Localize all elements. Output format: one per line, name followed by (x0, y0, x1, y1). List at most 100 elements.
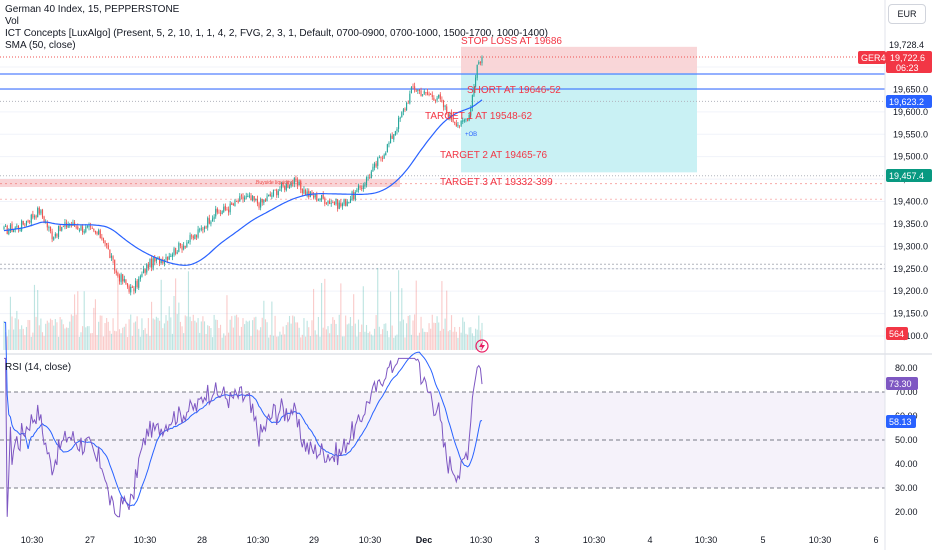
candle[interactable] (14, 227, 16, 230)
candle[interactable] (25, 220, 28, 226)
candle[interactable] (168, 256, 170, 260)
candle[interactable] (441, 99, 443, 101)
candle[interactable] (269, 193, 271, 197)
candle[interactable] (330, 203, 332, 204)
candle[interactable] (38, 207, 40, 214)
candle[interactable] (329, 200, 331, 204)
candle[interactable] (446, 106, 448, 113)
candle[interactable] (276, 189, 278, 196)
candle[interactable] (179, 243, 182, 246)
candle[interactable] (428, 93, 430, 95)
candle[interactable] (433, 97, 435, 101)
candle[interactable] (349, 199, 352, 203)
indicator-title[interactable]: ICT Concepts [LuxAlgo] (Present, 5, 2, 1… (5, 28, 548, 39)
candle[interactable] (372, 166, 374, 172)
candle[interactable] (27, 220, 29, 222)
candle[interactable] (17, 225, 19, 230)
candle[interactable] (181, 245, 183, 250)
candle[interactable] (357, 185, 360, 190)
candle[interactable] (407, 102, 409, 104)
candle[interactable] (176, 252, 178, 254)
candle[interactable] (247, 196, 249, 197)
candle[interactable] (154, 257, 156, 262)
candle[interactable] (8, 230, 10, 235)
candle[interactable] (101, 237, 103, 239)
candle[interactable] (290, 182, 292, 187)
candle[interactable] (438, 94, 440, 98)
candle[interactable] (396, 129, 398, 131)
candle[interactable] (130, 286, 132, 293)
candle[interactable] (452, 119, 454, 122)
candle[interactable] (365, 177, 368, 186)
candle[interactable] (388, 142, 390, 145)
candle[interactable] (399, 117, 401, 119)
candle[interactable] (13, 229, 15, 233)
candle[interactable] (317, 199, 319, 201)
candle[interactable] (248, 195, 250, 197)
candle[interactable] (157, 257, 159, 259)
candle[interactable] (223, 206, 225, 212)
candle[interactable] (187, 242, 190, 243)
candle[interactable] (364, 184, 366, 187)
candle[interactable] (478, 62, 480, 65)
candle[interactable] (128, 286, 130, 292)
candle[interactable] (112, 256, 114, 260)
candle[interactable] (30, 214, 32, 223)
candle[interactable] (86, 226, 88, 228)
candle[interactable] (268, 194, 270, 197)
candle[interactable] (165, 257, 167, 260)
candle[interactable] (359, 186, 361, 189)
candle[interactable] (431, 94, 433, 97)
candle[interactable] (272, 189, 275, 196)
candle[interactable] (455, 123, 457, 127)
candle[interactable] (370, 171, 372, 179)
candle[interactable] (322, 194, 324, 199)
candle[interactable] (282, 182, 284, 186)
candle[interactable] (85, 226, 87, 232)
candle[interactable] (175, 247, 177, 254)
candle[interactable] (279, 189, 281, 191)
candle[interactable] (45, 222, 47, 224)
candle[interactable] (266, 196, 268, 202)
candle[interactable] (422, 94, 424, 96)
candle[interactable] (256, 198, 258, 204)
candle[interactable] (242, 196, 244, 200)
candle[interactable] (35, 215, 37, 218)
candle[interactable] (308, 190, 310, 198)
candle[interactable] (277, 191, 279, 196)
candle[interactable] (228, 209, 230, 213)
candle[interactable] (295, 178, 297, 180)
candle[interactable] (141, 273, 143, 277)
candle[interactable] (9, 224, 11, 232)
currency-button[interactable]: EUR (888, 4, 926, 24)
candle[interactable] (383, 154, 385, 159)
candle[interactable] (126, 283, 129, 287)
candle[interactable] (442, 100, 445, 108)
candle[interactable] (202, 228, 204, 230)
sma-title[interactable]: SMA (50, close) (5, 40, 76, 51)
candle[interactable] (139, 276, 141, 280)
candle[interactable] (88, 225, 90, 228)
candle[interactable] (199, 229, 201, 231)
candle[interactable] (197, 229, 199, 238)
candle[interactable] (335, 198, 337, 205)
candle[interactable] (423, 91, 425, 94)
candle[interactable] (377, 158, 379, 166)
candle[interactable] (292, 182, 294, 184)
candle[interactable] (77, 226, 79, 230)
candle[interactable] (253, 196, 255, 201)
candle[interactable] (462, 120, 464, 122)
candle[interactable] (192, 236, 194, 239)
candle[interactable] (406, 102, 408, 111)
candle[interactable] (255, 198, 257, 200)
candle[interactable] (75, 226, 77, 228)
candle[interactable] (67, 225, 69, 228)
candle[interactable] (385, 152, 387, 156)
candle[interactable] (99, 230, 101, 238)
candle[interactable] (56, 233, 58, 237)
candle[interactable] (340, 202, 342, 207)
candle[interactable] (404, 108, 406, 111)
candle[interactable] (465, 118, 467, 120)
candle[interactable] (184, 246, 186, 248)
candle[interactable] (186, 242, 188, 247)
